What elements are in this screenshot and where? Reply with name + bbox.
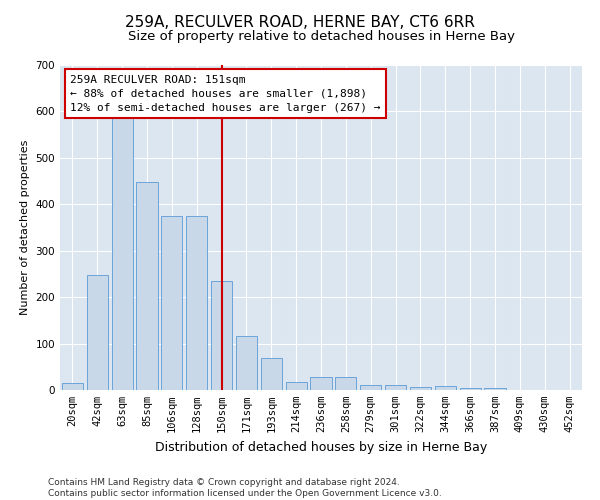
Bar: [335, 376, 356, 390]
Title: Size of property relative to detached houses in Herne Bay: Size of property relative to detached ho…: [128, 30, 515, 43]
Text: 259A RECULVER ROAD: 151sqm
← 88% of detached houses are smaller (1,898)
12% of s: 259A RECULVER ROAD: 151sqm ← 88% of deta…: [70, 74, 381, 113]
Bar: [484, 388, 506, 390]
Bar: [261, 358, 282, 390]
Bar: [360, 385, 381, 390]
Bar: [460, 388, 481, 390]
Bar: [310, 377, 332, 390]
Bar: [161, 216, 182, 390]
Y-axis label: Number of detached properties: Number of detached properties: [20, 140, 30, 315]
Bar: [136, 182, 158, 390]
Bar: [385, 386, 406, 390]
Bar: [410, 387, 431, 390]
Text: 259A, RECULVER ROAD, HERNE BAY, CT6 6RR: 259A, RECULVER ROAD, HERNE BAY, CT6 6RR: [125, 15, 475, 30]
Bar: [112, 118, 133, 390]
Bar: [435, 386, 456, 390]
Bar: [236, 336, 257, 390]
Bar: [286, 382, 307, 390]
Bar: [211, 281, 232, 390]
Bar: [186, 216, 207, 390]
Text: Contains HM Land Registry data © Crown copyright and database right 2024.
Contai: Contains HM Land Registry data © Crown c…: [48, 478, 442, 498]
X-axis label: Distribution of detached houses by size in Herne Bay: Distribution of detached houses by size …: [155, 440, 487, 454]
Bar: [87, 275, 108, 390]
Bar: [62, 383, 83, 390]
